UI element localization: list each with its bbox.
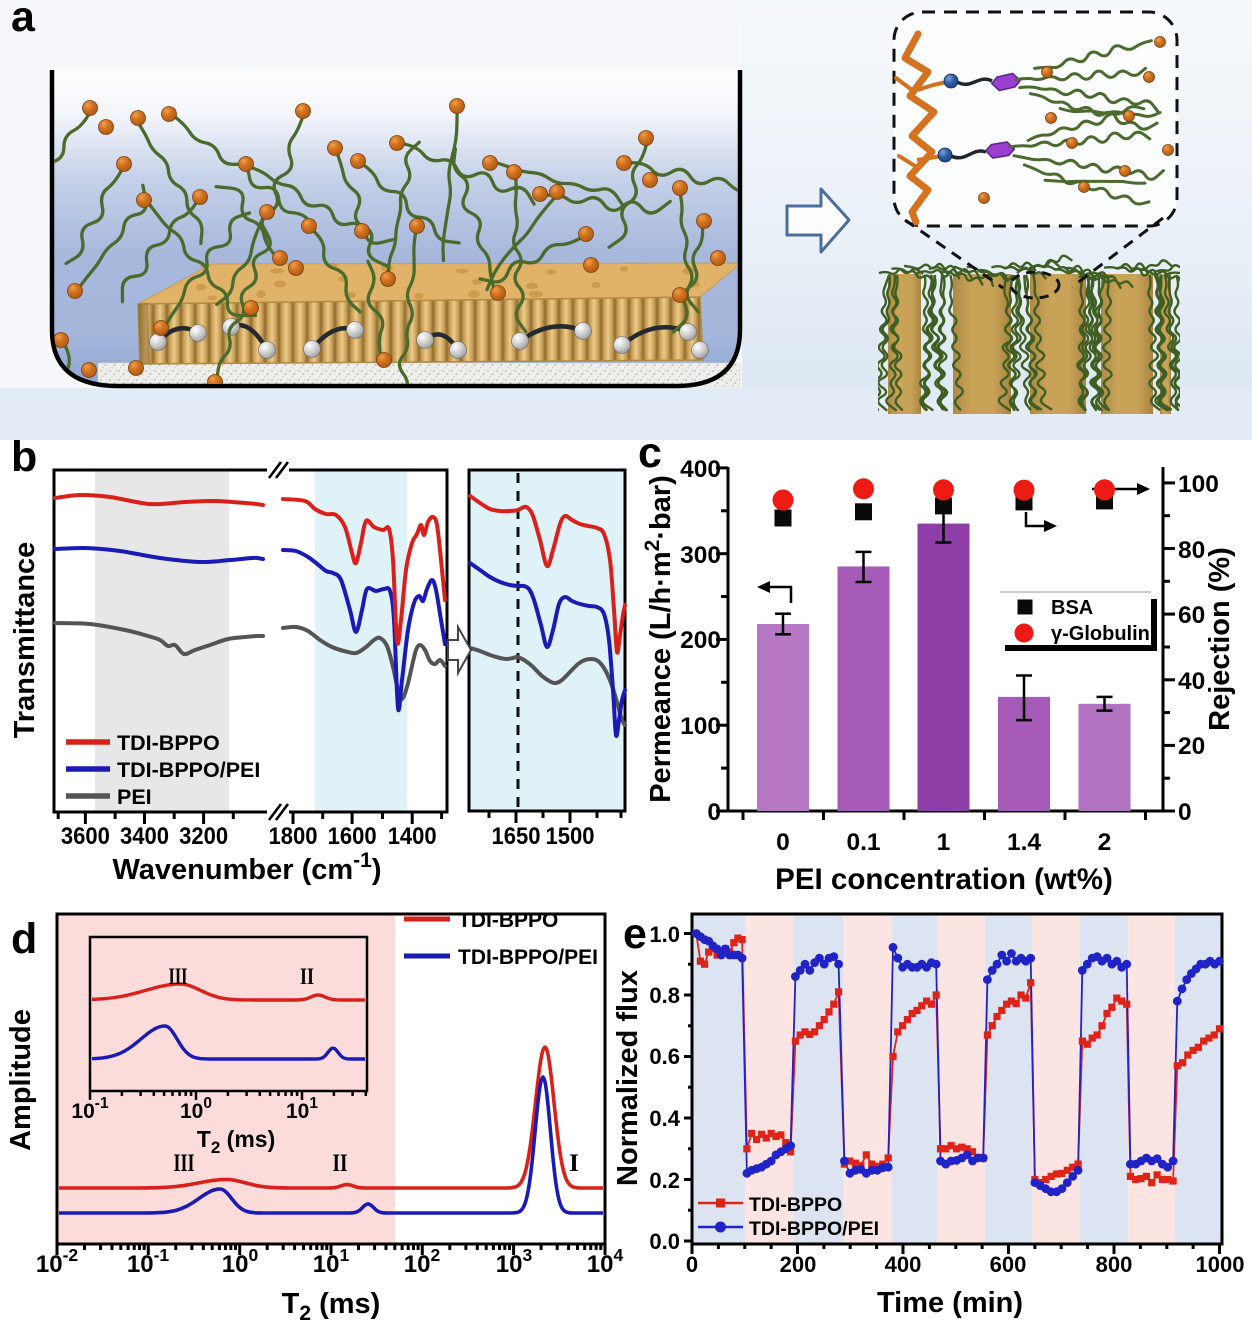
svg-text:1500: 1500 — [546, 823, 595, 850]
svg-text:III: III — [174, 1150, 195, 1177]
svg-text:0.1: 0.1 — [846, 829, 880, 856]
svg-text:0.0: 0.0 — [649, 1229, 680, 1254]
svg-text:200: 200 — [680, 627, 721, 654]
svg-text:b: b — [11, 433, 37, 481]
svg-text:TDI-BPPO: TDI-BPPO — [458, 909, 558, 932]
svg-text:20: 20 — [1178, 733, 1205, 760]
svg-text:T2 (ms): T2 (ms) — [282, 1288, 381, 1325]
svg-text:200: 200 — [780, 1252, 817, 1277]
svg-text:40: 40 — [1178, 668, 1205, 695]
svg-text:Time (min): Time (min) — [877, 1287, 1023, 1319]
svg-text:T2 (ms): T2 (ms) — [197, 1126, 275, 1157]
svg-text:100: 100 — [1178, 471, 1219, 498]
svg-text:Transmittance: Transmittance — [9, 542, 41, 739]
svg-text:Permeance (L/h·m2·bar): Permeance (L/h·m2·bar) — [641, 475, 677, 803]
svg-text:400: 400 — [680, 456, 721, 483]
svg-text:Amplitude: Amplitude — [5, 1009, 37, 1151]
svg-text:1.0: 1.0 — [649, 922, 680, 947]
svg-text:1600: 1600 — [328, 823, 377, 850]
svg-text:800: 800 — [1096, 1252, 1133, 1277]
svg-text:1650: 1650 — [492, 823, 541, 850]
svg-text:a: a — [11, 0, 36, 41]
svg-text:400: 400 — [885, 1252, 922, 1277]
svg-text:II: II — [300, 964, 314, 989]
svg-text:0.4: 0.4 — [649, 1106, 680, 1131]
svg-text:TDI-BPPO/PEI: TDI-BPPO/PEI — [749, 1218, 879, 1240]
svg-text:d: d — [11, 915, 37, 963]
svg-text:300: 300 — [680, 542, 721, 569]
svg-text:3200: 3200 — [179, 823, 228, 850]
svg-text:PEI concentration (wt%): PEI concentration (wt%) — [775, 863, 1113, 896]
svg-text:0.8: 0.8 — [649, 983, 680, 1008]
svg-text:1.4: 1.4 — [1007, 829, 1041, 856]
svg-text:II: II — [333, 1150, 348, 1177]
svg-text:600: 600 — [990, 1252, 1027, 1277]
svg-text:BSA: BSA — [1051, 597, 1093, 619]
svg-text:3600: 3600 — [61, 823, 110, 850]
svg-text:TDI-BPPO: TDI-BPPO — [749, 1194, 842, 1216]
svg-text:0.6: 0.6 — [649, 1044, 680, 1069]
svg-text:1800: 1800 — [269, 823, 318, 850]
svg-text:Rejection (%): Rejection (%) — [1204, 547, 1236, 731]
svg-text:TDI-BPPO: TDI-BPPO — [117, 731, 220, 755]
svg-text:0: 0 — [686, 1252, 698, 1277]
svg-text:0: 0 — [1178, 799, 1192, 826]
svg-text:TDI-BPPO/PEI: TDI-BPPO/PEI — [458, 946, 598, 969]
svg-text:0: 0 — [707, 799, 721, 826]
svg-text:60: 60 — [1178, 602, 1205, 629]
svg-text:2: 2 — [1098, 829, 1112, 856]
svg-text:1: 1 — [937, 829, 951, 856]
svg-text:PEI: PEI — [117, 785, 152, 809]
svg-text:γ-Globulin: γ-Globulin — [1051, 623, 1150, 645]
svg-text:Wavenumber (cm-1): Wavenumber (cm-1) — [112, 849, 381, 886]
svg-text:e: e — [623, 910, 647, 958]
svg-text:0: 0 — [776, 829, 790, 856]
svg-text:III: III — [169, 964, 188, 989]
svg-text:TDI-BPPO/PEI: TDI-BPPO/PEI — [117, 758, 260, 782]
svg-text:3400: 3400 — [120, 823, 169, 850]
svg-text:Normalized flux: Normalized flux — [612, 970, 644, 1186]
svg-text:I: I — [569, 1150, 579, 1177]
svg-text:100: 100 — [680, 713, 721, 740]
svg-text:c: c — [638, 429, 662, 477]
svg-text:101: 101 — [313, 1245, 350, 1278]
svg-text:0.2: 0.2 — [649, 1168, 680, 1193]
svg-text:80: 80 — [1178, 537, 1205, 564]
svg-text:1000: 1000 — [1196, 1252, 1245, 1277]
svg-text:1400: 1400 — [388, 823, 437, 850]
